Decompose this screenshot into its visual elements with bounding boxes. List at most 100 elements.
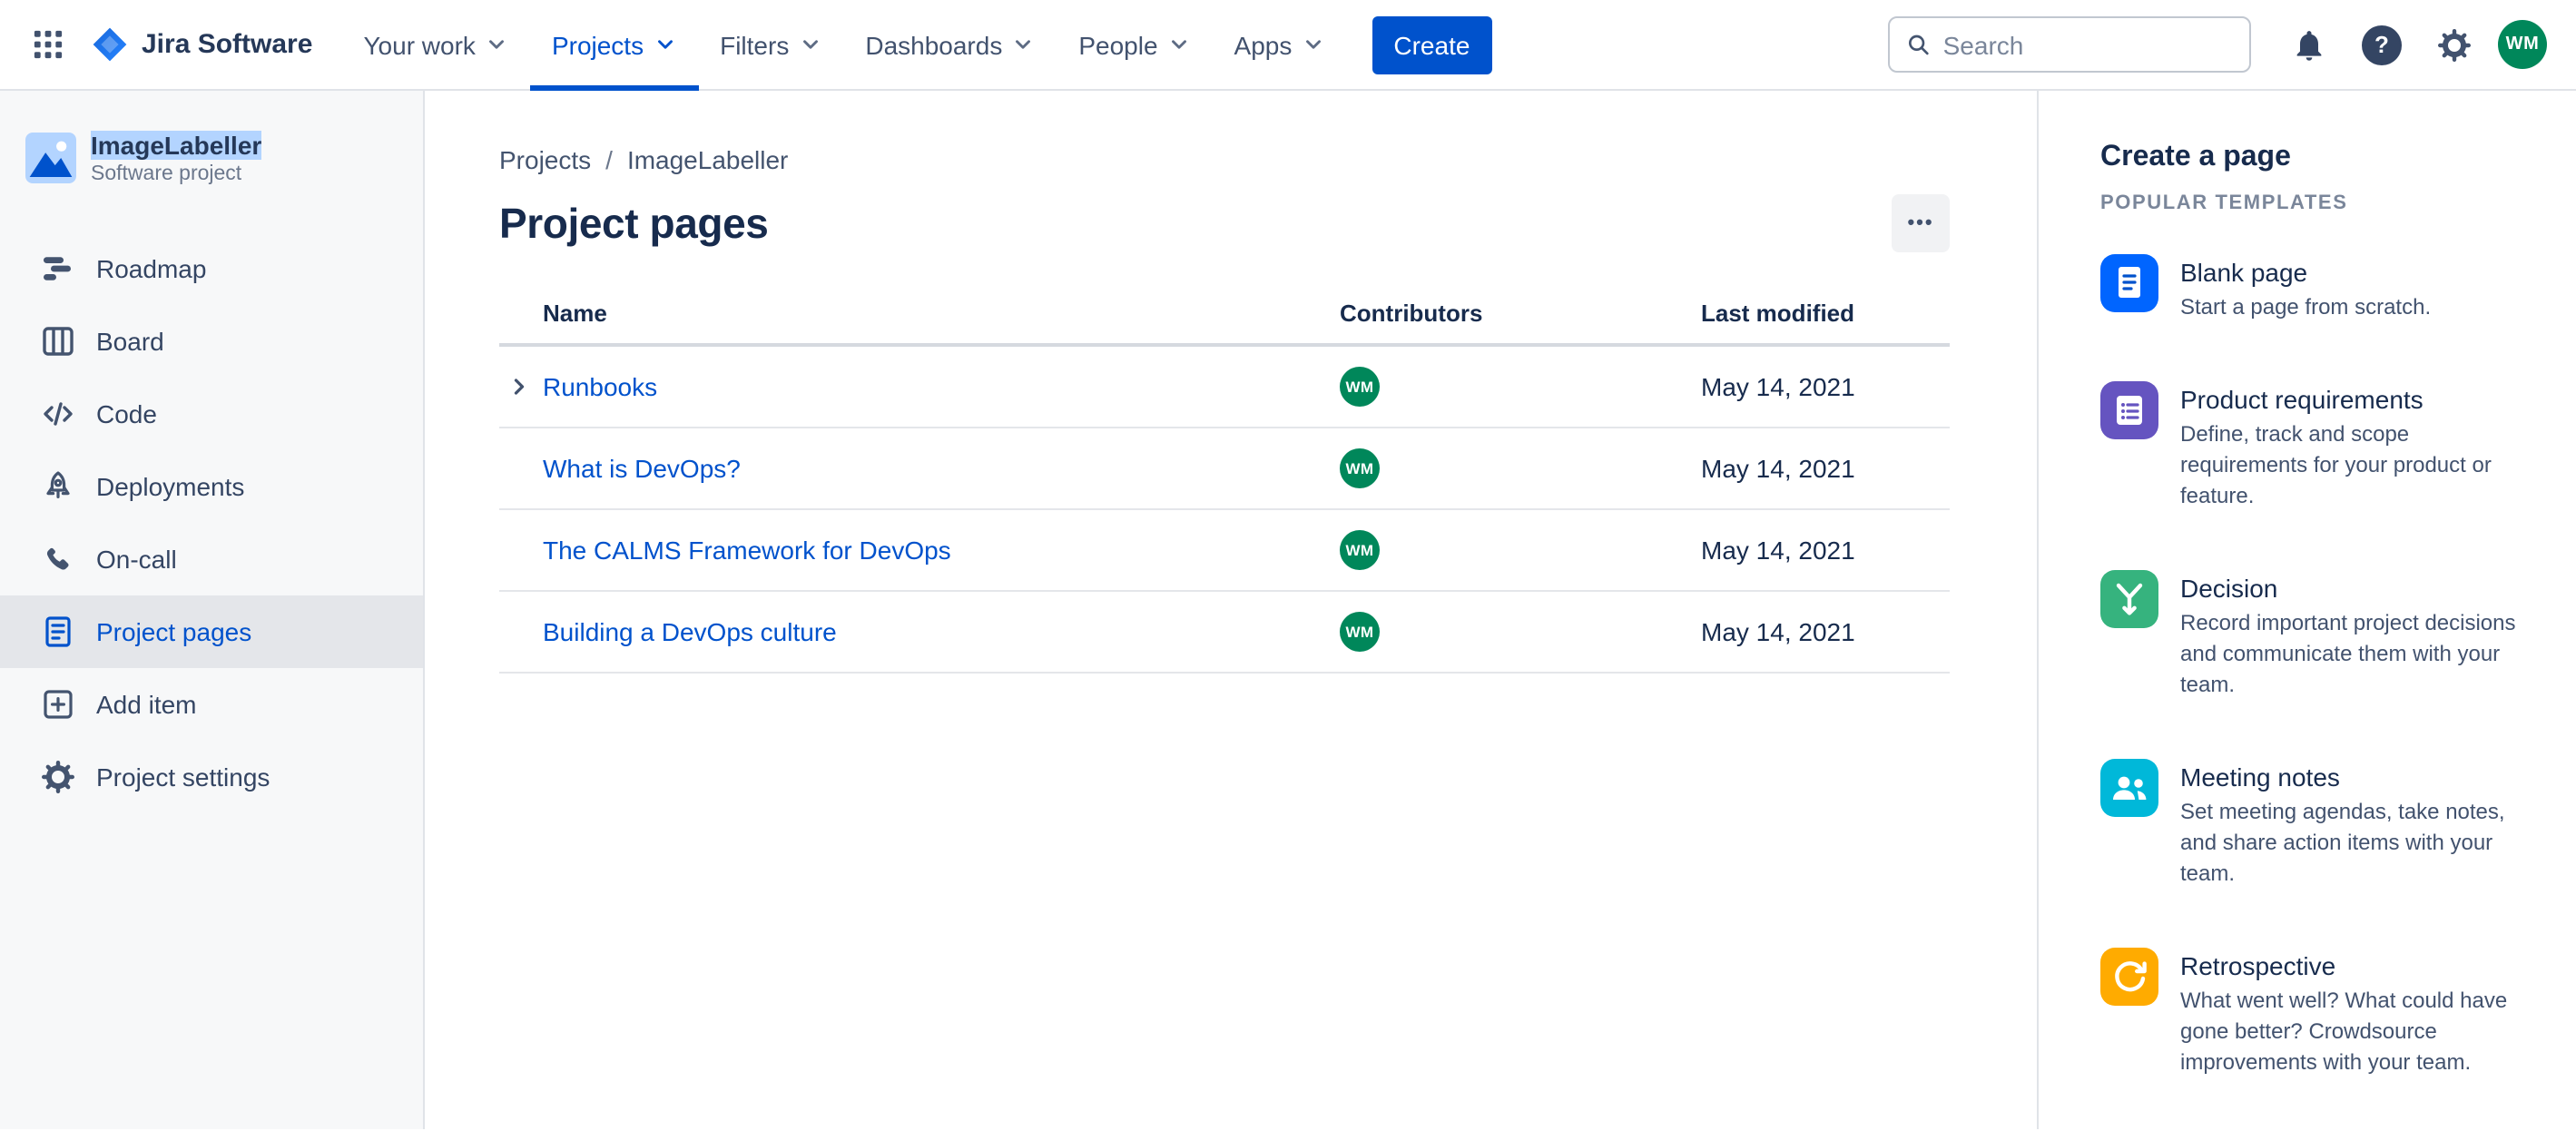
navbar-left: Jira Software Your work Projects Filters… [18, 0, 1492, 90]
last-modified-date: May 14, 2021 [1701, 617, 1855, 646]
nav-item-dashboards[interactable]: Dashboards [843, 0, 1057, 90]
chevron-down-icon [798, 33, 821, 56]
create-page-panel: Create a page POPULAR TEMPLATES Blank pa… [2037, 91, 2576, 1129]
decision-icon [2100, 570, 2158, 628]
table-header-row: Name Contributors Last modified [499, 281, 1950, 347]
user-avatar[interactable]: WM [2498, 20, 2547, 69]
phone-icon [38, 539, 78, 579]
search-icon [1908, 34, 1929, 55]
template-description: Record important project decisions and c… [2180, 610, 2516, 697]
search-input[interactable] [1942, 30, 2233, 59]
sidebar-item-board[interactable]: Board [0, 305, 423, 378]
project-header-text: ImageLabeller Software project [91, 131, 262, 185]
question-mark-icon: ? [2362, 25, 2402, 64]
sidebar-item-deployments[interactable]: Deployments [0, 450, 423, 523]
project-avatar [25, 133, 76, 183]
pages-icon [38, 612, 78, 652]
chevron-down-icon [1011, 33, 1035, 56]
last-modified-date: May 14, 2021 [1701, 454, 1855, 483]
nav-item-projects[interactable]: Projects [530, 0, 698, 90]
notifications-button[interactable] [2280, 15, 2338, 74]
last-modified-date: May 14, 2021 [1701, 536, 1855, 565]
project-name: ImageLabeller [91, 131, 262, 160]
sidebar-item-code[interactable]: Code [0, 378, 423, 450]
template-description: Set meeting agendas, take notes, and sha… [2180, 799, 2505, 886]
title-row: Project pages ••• [499, 194, 1950, 252]
retrospective-icon [2100, 948, 2158, 1006]
more-actions-button[interactable]: ••• [1892, 194, 1950, 252]
chevron-down-icon [485, 33, 508, 56]
nav-item-people[interactable]: People [1057, 0, 1212, 90]
breadcrumb-separator: / [605, 145, 613, 174]
contributor-avatar: WM [1340, 612, 1380, 652]
blank-page-icon [2100, 254, 2158, 312]
add-item-icon [38, 684, 78, 724]
page-link[interactable]: Runbooks [543, 372, 658, 401]
template-list: Blank page Start a page from scratch. [2100, 254, 2532, 1131]
nav-item-your-work[interactable]: Your work [341, 0, 530, 90]
last-modified-date: May 14, 2021 [1701, 372, 1855, 401]
pages-table: Name Contributors Last modified Runbooks… [499, 281, 1950, 674]
project-type: Software project [91, 163, 242, 185]
sidebar-item-project-settings[interactable]: Project settings [0, 741, 423, 813]
template-name: Meeting notes [2180, 762, 2340, 792]
settings-button[interactable] [2425, 15, 2483, 74]
contributor-avatar: WM [1340, 367, 1380, 407]
template-name: Product requirements [2180, 385, 2424, 414]
table-row: Runbooks WM May 14, 2021 [499, 347, 1950, 428]
breadcrumb-projects-link[interactable]: Projects [499, 145, 592, 174]
page-link[interactable]: The CALMS Framework for DevOps [543, 536, 951, 565]
board-icon [38, 321, 78, 361]
chevron-down-icon [1167, 33, 1191, 56]
page-title: Project pages [499, 199, 769, 246]
jira-logo[interactable]: Jira Software [91, 25, 312, 64]
deployments-rocket-icon [38, 467, 78, 506]
template-decision[interactable]: Decision Record important project decisi… [2100, 570, 2532, 701]
main-content: Projects / ImageLabeller Project pages •… [425, 91, 2037, 1129]
expand-chevron-icon[interactable] [503, 370, 536, 403]
sidebar-item-roadmap[interactable]: Roadmap [0, 232, 423, 305]
panel-subtitle: POPULAR TEMPLATES [2100, 192, 2348, 214]
sidebar-item-add-item[interactable]: Add item [0, 668, 423, 741]
project-header[interactable]: ImageLabeller Software project [0, 131, 423, 185]
table-row: Building a DevOps culture WM May 14, 202… [499, 592, 1950, 674]
roadmap-icon [38, 249, 78, 289]
navbar-right: ? WM [1888, 15, 2547, 74]
notifications-bell-icon [2296, 30, 2322, 60]
chevron-down-icon [653, 33, 676, 56]
sidebar-item-on-call[interactable]: On-call [0, 523, 423, 595]
column-header-contributors: Contributors [1340, 299, 1483, 326]
sidebar-nav: Roadmap Board [0, 232, 423, 813]
project-sidebar: ImageLabeller Software project Roadmap [0, 91, 425, 1129]
nav-item-apps[interactable]: Apps [1213, 0, 1347, 90]
column-header-last-modified: Last modified [1701, 300, 1855, 327]
app-switcher-button[interactable] [18, 15, 76, 74]
logo-text: Jira Software [142, 29, 313, 60]
contributor-avatar: WM [1340, 530, 1380, 570]
template-description: Define, track and scope requirements for… [2180, 421, 2492, 508]
template-description: What went well? What could have gone bet… [2180, 988, 2508, 1075]
template-meeting-notes[interactable]: Meeting notes Set meeting agendas, take … [2100, 759, 2532, 890]
breadcrumb: Projects / ImageLabeller [499, 142, 1950, 178]
help-button[interactable]: ? [2353, 15, 2411, 74]
table-row: The CALMS Framework for DevOps WM May 14… [499, 510, 1950, 592]
code-icon [38, 394, 78, 434]
template-product-requirements[interactable]: Product requirements Define, track and s… [2100, 381, 2532, 512]
gear-icon [2438, 28, 2471, 61]
create-button[interactable]: Create [1372, 15, 1492, 74]
page-body: ImageLabeller Software project Roadmap [0, 91, 2576, 1129]
template-blank-page[interactable]: Blank page Start a page from scratch. [2100, 254, 2532, 323]
template-description: Start a page from scratch. [2180, 294, 2432, 320]
meeting-notes-icon [2100, 759, 2158, 817]
panel-title: Create a page [2100, 142, 2291, 172]
template-name: Decision [2180, 574, 2278, 603]
product-requirements-icon [2100, 381, 2158, 439]
top-navbar: Jira Software Your work Projects Filters… [0, 0, 2576, 91]
page-link[interactable]: Building a DevOps culture [543, 617, 837, 646]
template-retrospective[interactable]: Retrospective What went well? What could… [2100, 948, 2532, 1078]
breadcrumb-imagelabeller-link[interactable]: ImageLabeller [626, 145, 789, 174]
sidebar-item-project-pages[interactable]: Project pages [0, 595, 423, 668]
nav-item-filters[interactable]: Filters [698, 0, 843, 90]
app-switcher-grid-icon [33, 30, 62, 59]
page-link[interactable]: What is DevOps? [543, 454, 741, 483]
